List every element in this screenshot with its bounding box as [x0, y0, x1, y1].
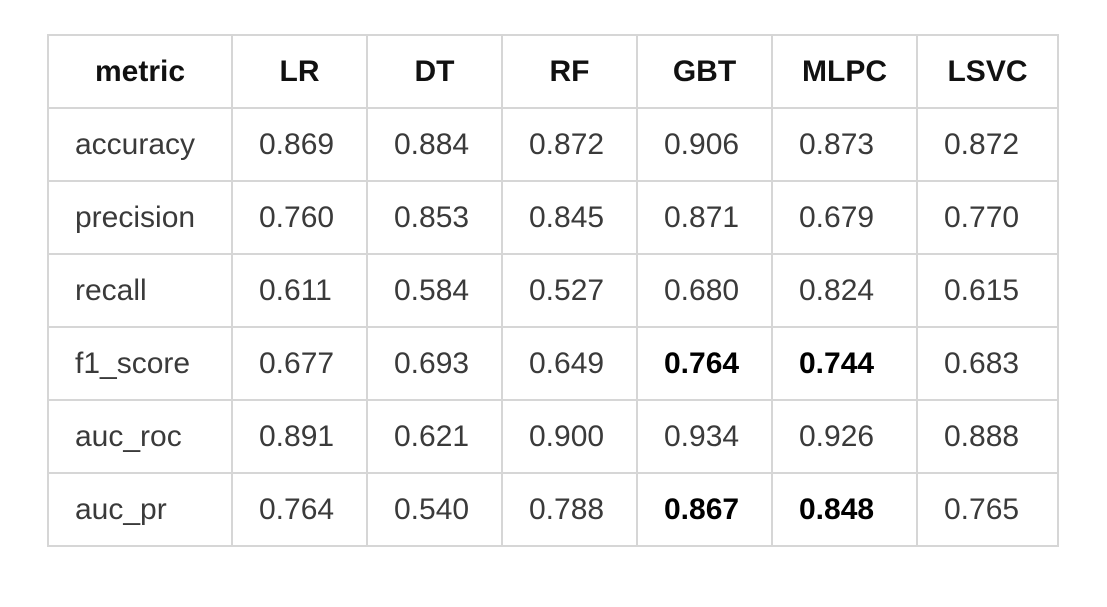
metric-value-cell: 0.679	[771, 180, 918, 255]
metric-value-cell: 0.683	[916, 326, 1059, 401]
table-row: auc_pr 0.764 0.540 0.788 0.867 0.848 0.765	[47, 472, 1059, 547]
metric-value-cell: 0.527	[501, 253, 638, 328]
metric-value-cell: 0.611	[231, 253, 368, 328]
metric-value-cell: 0.693	[366, 326, 503, 401]
metric-value-cell: 0.867	[636, 472, 773, 547]
metric-value-cell: 0.584	[366, 253, 503, 328]
metric-value-cell: 0.872	[501, 107, 638, 182]
metric-value-cell: 0.788	[501, 472, 638, 547]
header-row: metric LR DT RF GBT MLPC LSVC	[47, 34, 1059, 109]
table-body: accuracy 0.869 0.884 0.872 0.906 0.873 0.872 pr…	[47, 107, 1059, 547]
metric-value-cell: 0.677	[231, 326, 368, 401]
metric-value-cell: 0.884	[366, 107, 503, 182]
metric-value-cell: 0.764	[231, 472, 368, 547]
metric-value-cell: 0.853	[366, 180, 503, 255]
metric-value-cell: 0.621	[366, 399, 503, 474]
header-cell-lr: LR	[231, 34, 368, 109]
metric-name-cell: auc_pr	[47, 472, 233, 547]
metric-value-cell: 0.680	[636, 253, 773, 328]
metric-name-cell: precision	[47, 180, 233, 255]
metric-value-cell: 0.888	[916, 399, 1059, 474]
metric-name-cell: recall	[47, 253, 233, 328]
metric-name-cell: f1_score	[47, 326, 233, 401]
metric-value-cell: 0.765	[916, 472, 1059, 547]
metric-value-cell: 0.649	[501, 326, 638, 401]
metric-value-cell: 0.934	[636, 399, 773, 474]
metric-value-cell: 0.744	[771, 326, 918, 401]
metric-value-cell: 0.873	[771, 107, 918, 182]
header-cell-lsvc: LSVC	[916, 34, 1059, 109]
metric-value-cell: 0.926	[771, 399, 918, 474]
header-cell-rf: RF	[501, 34, 638, 109]
metric-value-cell: 0.540	[366, 472, 503, 547]
metrics-table: metric LR DT RF GBT MLPC LSVC accuracy 0.…	[47, 34, 1059, 547]
metric-value-cell: 0.824	[771, 253, 918, 328]
metric-value-cell: 0.871	[636, 180, 773, 255]
metric-value-cell: 0.764	[636, 326, 773, 401]
header-cell-mlpc: MLPC	[771, 34, 918, 109]
metric-value-cell: 0.872	[916, 107, 1059, 182]
metric-name-cell: accuracy	[47, 107, 233, 182]
table-row: auc_roc 0.891 0.621 0.900 0.934 0.926 0.888	[47, 399, 1059, 474]
metric-value-cell: 0.770	[916, 180, 1059, 255]
header-cell-dt: DT	[366, 34, 503, 109]
metric-value-cell: 0.906	[636, 107, 773, 182]
metric-name-cell: auc_roc	[47, 399, 233, 474]
table-row: recall 0.611 0.584 0.527 0.680 0.824 0.615	[47, 253, 1059, 328]
metric-value-cell: 0.845	[501, 180, 638, 255]
metric-value-cell: 0.760	[231, 180, 368, 255]
metric-value-cell: 0.900	[501, 399, 638, 474]
table-row: precision 0.760 0.853 0.845 0.871 0.679 0.770	[47, 180, 1059, 255]
header-cell-gbt: GBT	[636, 34, 773, 109]
header-cell-metric: metric	[47, 34, 233, 109]
table-row: f1_score 0.677 0.693 0.649 0.764 0.744 0.683	[47, 326, 1059, 401]
metric-value-cell: 0.615	[916, 253, 1059, 328]
metric-value-cell: 0.848	[771, 472, 918, 547]
table-row: accuracy 0.869 0.884 0.872 0.906 0.873 0.872	[47, 107, 1059, 182]
metric-value-cell: 0.869	[231, 107, 368, 182]
metric-value-cell: 0.891	[231, 399, 368, 474]
